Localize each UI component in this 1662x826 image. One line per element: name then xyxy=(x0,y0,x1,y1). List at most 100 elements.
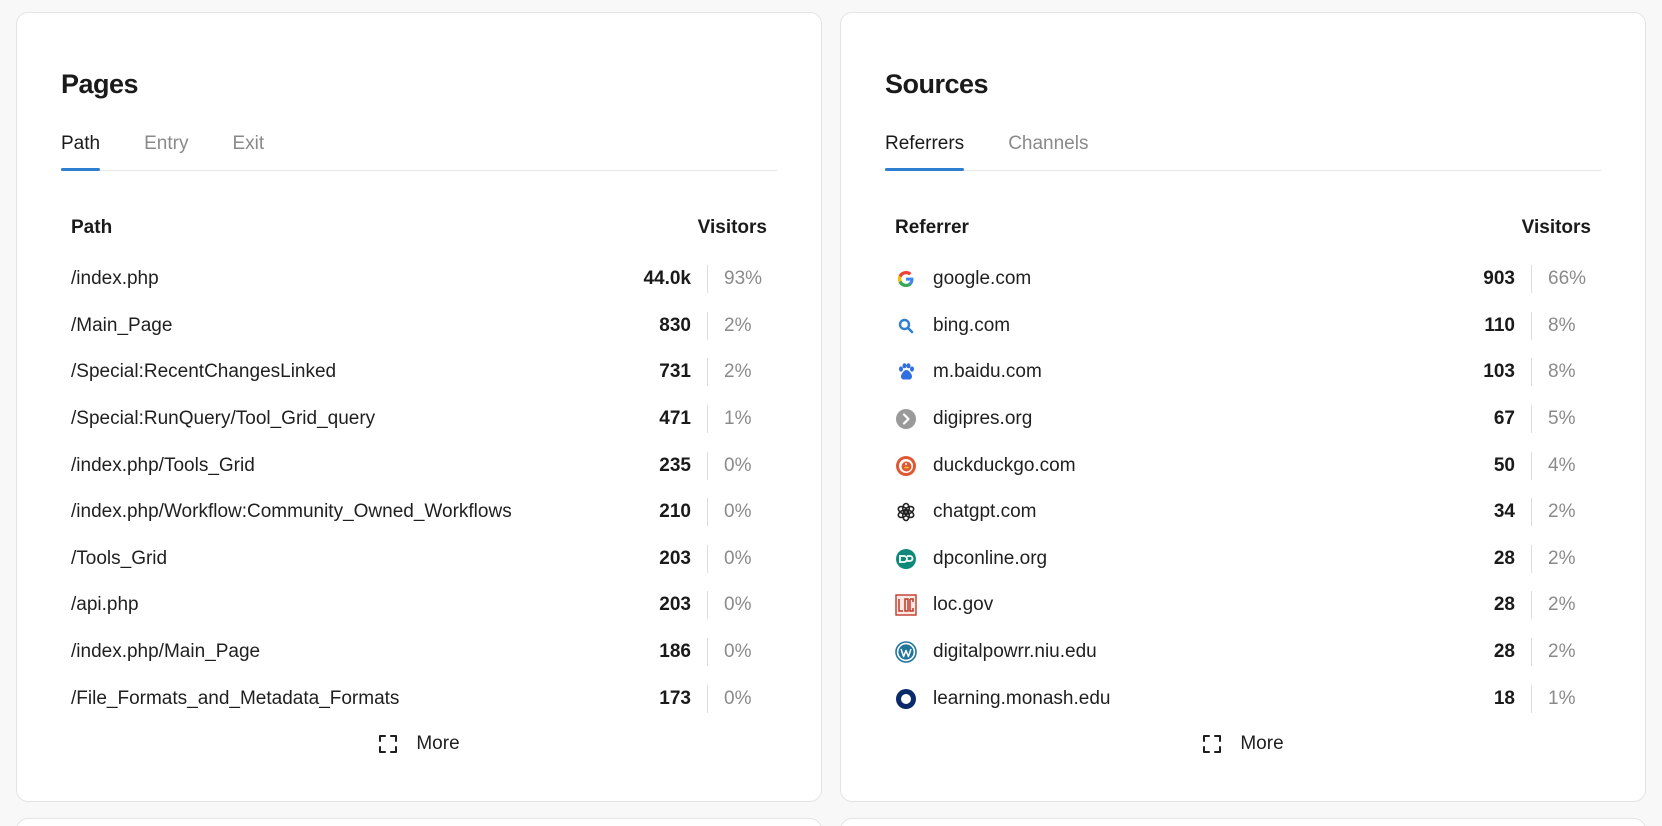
baidu-icon xyxy=(899,363,914,380)
row-percent: 2% xyxy=(1531,638,1601,667)
table-row[interactable]: m.baidu.com 103 8% xyxy=(895,349,1601,396)
loc-icon xyxy=(895,594,917,617)
row-count: 103 xyxy=(1483,361,1515,383)
row-label: learning.monash.edu xyxy=(933,687,1111,709)
row-percent: 0% xyxy=(707,684,777,713)
row-label: /Tools_Grid xyxy=(71,547,168,569)
row-percent: 2% xyxy=(1531,544,1601,573)
table-row[interactable]: /api.php 203 0% xyxy=(71,582,777,629)
row-label: /index.php xyxy=(71,268,159,290)
table-row[interactable]: loc.gov 28 2% xyxy=(895,582,1601,629)
sources-list: google.com 903 66% bing.com 110 8% xyxy=(895,256,1601,722)
table-row[interactable]: bing.com 110 8% xyxy=(895,303,1601,350)
table-row[interactable]: /index.php/Tools_Grid 235 0% xyxy=(71,442,777,489)
row-label: dpconline.org xyxy=(933,547,1048,569)
row-label: /index.php/Main_Page xyxy=(71,641,261,663)
tab-channels[interactable]: Channels xyxy=(1008,133,1089,154)
table-row[interactable]: /Tools_Grid 203 0% xyxy=(71,536,777,583)
pages-more-button[interactable]: More xyxy=(17,733,821,755)
next-card-left xyxy=(16,818,822,826)
pages-title: Pages xyxy=(61,69,139,99)
monash-icon xyxy=(896,688,916,709)
row-label: digipres.org xyxy=(933,408,1033,430)
row-percent: 5% xyxy=(1531,405,1601,434)
row-count: 50 xyxy=(1493,454,1515,476)
row-label: m.baidu.com xyxy=(933,361,1042,383)
row-count: 28 xyxy=(1493,641,1515,663)
column-header-visitors[interactable]: Visitors xyxy=(1521,217,1591,238)
row-percent: 0% xyxy=(707,451,777,480)
tab-exit[interactable]: Exit xyxy=(232,133,265,154)
row-count: 210 xyxy=(659,501,691,523)
tab-path[interactable]: Path xyxy=(61,129,101,171)
row-count: 903 xyxy=(1483,268,1515,290)
row-percent: 1% xyxy=(707,405,777,434)
table-row[interactable]: /Main_Page 830 2% xyxy=(71,303,777,350)
google-icon xyxy=(897,271,914,288)
row-count: 186 xyxy=(659,641,691,663)
column-header-path[interactable]: Path xyxy=(71,217,113,238)
table-row[interactable]: dpconline.org 28 2% xyxy=(895,536,1601,583)
row-percent: 0% xyxy=(707,544,777,573)
row-label: /File_Formats_and_Metadata_Formats xyxy=(71,687,400,709)
table-row[interactable]: /File_Formats_and_Metadata_Formats 173 0% xyxy=(71,675,777,722)
pages-list: /index.php 44.0k 93% /Main_Page 830 2% /Spec… xyxy=(71,256,777,722)
row-percent: 0% xyxy=(707,498,777,527)
row-label: bing.com xyxy=(933,314,1011,336)
row-count: 203 xyxy=(659,594,691,616)
row-label: digitalpowrr.niu.edu xyxy=(933,641,1097,663)
column-header-referrer[interactable]: Referrer xyxy=(895,217,969,238)
sources-tabs: Referrers Channels xyxy=(885,129,1601,171)
table-row[interactable]: /index.php/Workflow:Community_Owned_Work… xyxy=(71,489,777,536)
row-percent: 0% xyxy=(707,591,777,620)
table-row[interactable]: digitalpowrr.niu.edu 28 2% xyxy=(895,629,1601,676)
row-count: 830 xyxy=(659,314,691,336)
row-percent: 8% xyxy=(1531,311,1601,340)
more-label: More xyxy=(1240,733,1284,754)
row-percent: 2% xyxy=(1531,591,1601,620)
row-label: /Special:RunQuery/Tool_Grid_query xyxy=(71,408,376,430)
row-count: 67 xyxy=(1493,408,1515,430)
row-label: /api.php xyxy=(71,594,139,616)
row-count: 173 xyxy=(659,687,691,709)
pages-card: Pages Path Entry Exit Path Visitors /ind… xyxy=(16,12,822,802)
table-row[interactable]: /index.php 44.0k 93% xyxy=(71,256,777,303)
row-count: 235 xyxy=(659,454,691,476)
table-row[interactable]: google.com 903 66% xyxy=(895,256,1601,303)
row-label: /Main_Page xyxy=(71,314,173,336)
table-row[interactable]: chatgpt.com 34 2% xyxy=(895,489,1601,536)
row-percent: 4% xyxy=(1531,451,1601,480)
expand-icon xyxy=(1203,735,1222,753)
row-percent: 93% xyxy=(707,265,777,294)
bing-icon xyxy=(898,318,914,334)
row-count: 18 xyxy=(1493,687,1515,709)
table-row[interactable]: /Special:RecentChangesLinked 731 2% xyxy=(71,349,777,396)
tab-entry[interactable]: Entry xyxy=(144,133,189,154)
row-percent: 1% xyxy=(1531,684,1601,713)
sources-more-button[interactable]: More xyxy=(841,733,1645,755)
row-count: 44.0k xyxy=(643,268,691,290)
sources-card: Sources Referrers Channels Referrer Visi… xyxy=(840,12,1646,802)
row-count: 731 xyxy=(659,361,691,383)
table-row[interactable]: /Special:RunQuery/Tool_Grid_query 471 1% xyxy=(71,396,777,443)
row-count: 203 xyxy=(659,547,691,569)
row-percent: 66% xyxy=(1531,265,1601,294)
row-label: duckduckgo.com xyxy=(933,454,1076,476)
table-row[interactable]: learning.monash.edu 18 1% xyxy=(895,675,1601,722)
table-row[interactable]: digipres.org 67 5% xyxy=(895,396,1601,443)
table-row[interactable]: duckduckgo.com 50 4% xyxy=(895,442,1601,489)
pages-table-header: Path Visitors xyxy=(71,217,767,241)
row-count: 28 xyxy=(1493,547,1515,569)
row-count: 28 xyxy=(1493,594,1515,616)
duckduckgo-icon xyxy=(896,455,916,476)
wordpress-icon xyxy=(895,641,917,663)
expand-icon xyxy=(379,735,398,753)
row-percent: 0% xyxy=(707,638,777,667)
tab-referrers[interactable]: Referrers xyxy=(885,129,965,171)
row-label: /index.php/Workflow:Community_Owned_Work… xyxy=(71,501,512,523)
dpconline-icon xyxy=(896,548,916,569)
row-label: loc.gov xyxy=(933,594,994,616)
row-count: 471 xyxy=(659,408,691,430)
column-header-visitors[interactable]: Visitors xyxy=(697,217,767,238)
table-row[interactable]: /index.php/Main_Page 186 0% xyxy=(71,629,777,676)
